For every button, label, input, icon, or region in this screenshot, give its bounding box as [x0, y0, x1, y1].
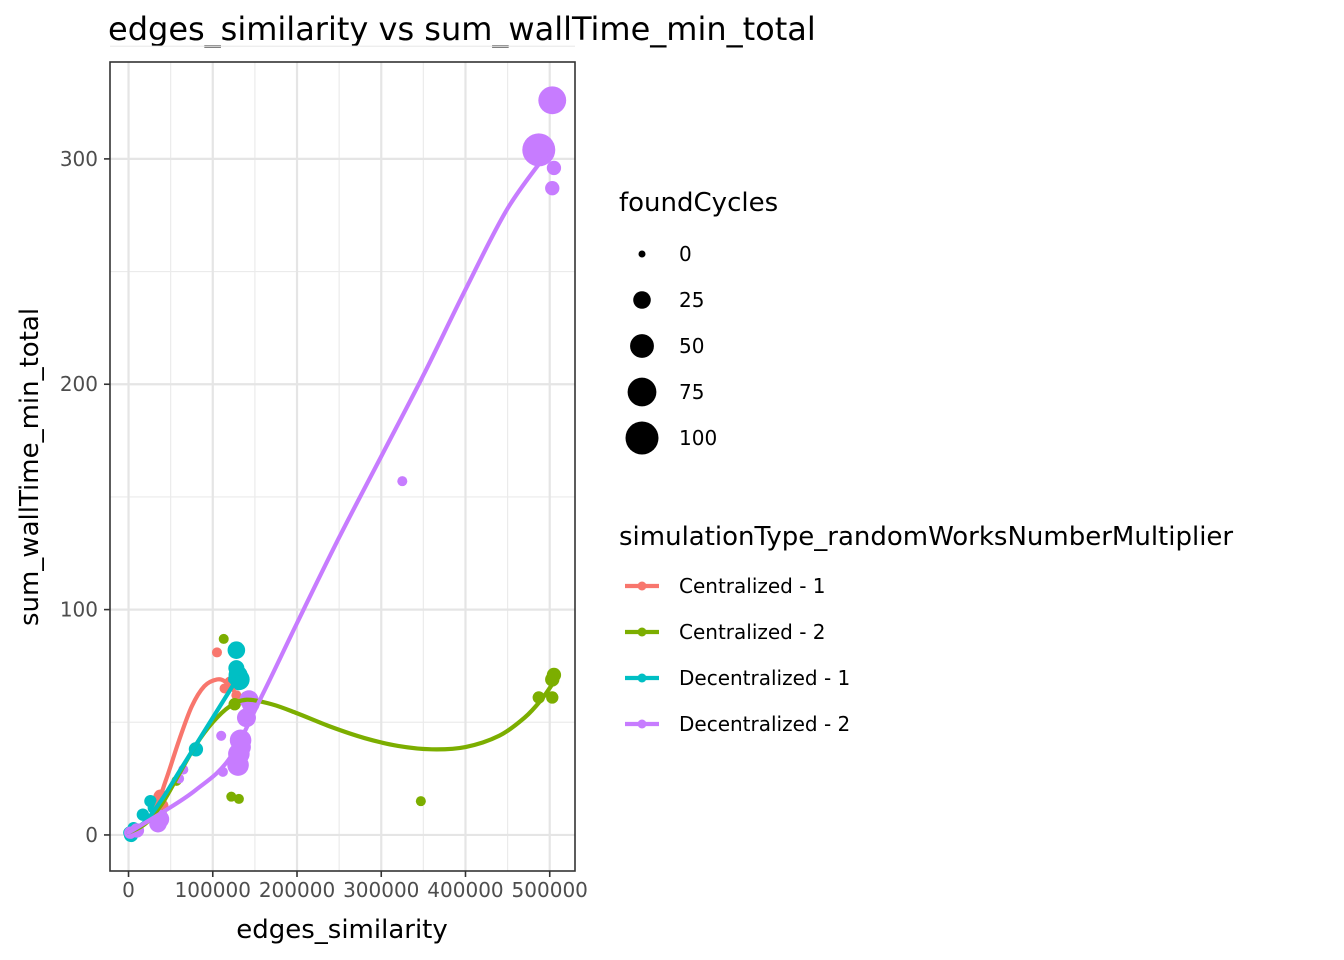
color-legend-dot: [637, 673, 647, 683]
plot-panel: [109, 45, 576, 872]
x-tick-label: 500000: [512, 878, 588, 902]
chart-title: edges_similarity vs sum_wallTime_min_tot…: [108, 10, 816, 48]
size-legend-title: foundCycles: [619, 188, 778, 218]
size-legend-key: [630, 334, 654, 358]
size-legend-label: 25: [679, 288, 704, 312]
color-legend-dot: [637, 627, 647, 637]
color-legend-label: Centralized - 2: [679, 620, 826, 644]
x-tick-label: 400000: [427, 878, 503, 902]
data-point: [227, 641, 246, 659]
x-tick-label: 100000: [175, 878, 251, 902]
color-legend-label: Decentralized - 2: [679, 712, 850, 736]
smooth-line: [126, 147, 552, 835]
y-axis-title: sum_wallTime_min_total: [15, 308, 45, 626]
data-point: [546, 667, 562, 683]
y-tick-label: 0: [85, 823, 98, 847]
size-legend-key: [627, 377, 657, 407]
color-legend-dot: [637, 719, 647, 729]
y-tick-label: 100: [60, 598, 98, 622]
data-point: [545, 181, 560, 196]
x-tick-label: 200000: [259, 878, 335, 902]
color-legend-dot: [637, 581, 647, 591]
size-legend-key: [625, 421, 659, 455]
y-tick-label: 300: [60, 147, 98, 171]
x-axis: 0 100000 200000 300000 400000 500000: [122, 871, 588, 902]
y-tick-label: 200: [60, 372, 98, 396]
size-legend-key: [638, 250, 646, 258]
panel-background: [110, 62, 575, 871]
data-point: [415, 796, 426, 807]
color-legend: simulationType_randomWorksNumberMultipli…: [619, 522, 1233, 736]
data-point: [546, 691, 559, 704]
size-legend-label: 75: [679, 380, 704, 404]
color-legend-label: Decentralized - 1: [679, 666, 850, 690]
data-point: [211, 647, 223, 658]
data-point: [216, 730, 227, 741]
x-tick-label: 0: [122, 878, 135, 902]
color-legend-title: simulationType_randomWorksNumberMultipli…: [619, 522, 1233, 552]
data-point: [218, 633, 229, 644]
data-point: [546, 160, 562, 176]
size-legend-label: 0: [679, 242, 692, 266]
size-legend-label: 50: [679, 334, 704, 358]
smooth-lines: [126, 147, 557, 835]
panel-border: [109, 61, 576, 872]
data-point: [231, 737, 251, 757]
x-tick-label: 300000: [343, 878, 419, 902]
data-point: [538, 86, 567, 115]
data-point: [397, 476, 408, 487]
smooth-line: [126, 675, 241, 835]
size-legend-label: 100: [679, 426, 717, 450]
data-point: [226, 791, 237, 802]
size-legend: foundCycles 0 25 50 75 100: [619, 188, 778, 455]
x-axis-title: edges_similarity: [236, 915, 448, 945]
y-axis: 0 100 200 300: [60, 147, 110, 847]
size-legend-key: [633, 291, 651, 309]
grid-major: [110, 62, 575, 871]
color-legend-label: Centralized - 1: [679, 574, 826, 598]
data-point: [233, 793, 244, 804]
data-point: [522, 133, 556, 167]
